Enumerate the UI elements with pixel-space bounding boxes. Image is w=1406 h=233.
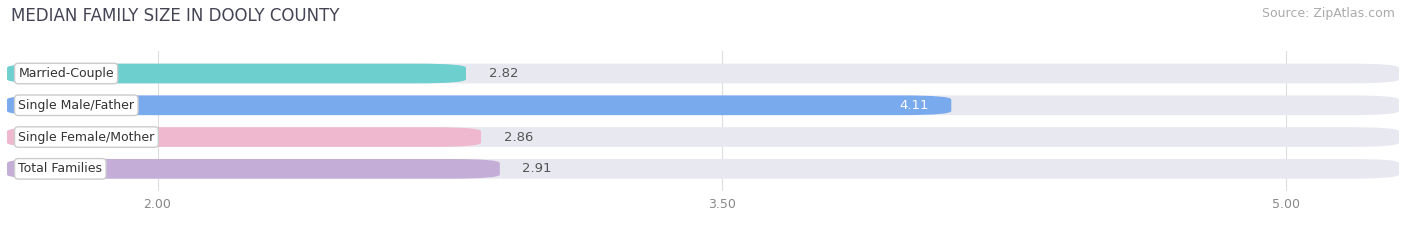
FancyBboxPatch shape (7, 64, 465, 83)
FancyBboxPatch shape (7, 96, 952, 115)
FancyBboxPatch shape (7, 159, 501, 179)
Text: Total Families: Total Families (18, 162, 103, 175)
FancyBboxPatch shape (7, 127, 481, 147)
Text: 2.86: 2.86 (503, 130, 533, 144)
Text: 2.91: 2.91 (523, 162, 553, 175)
FancyBboxPatch shape (7, 64, 1399, 83)
FancyBboxPatch shape (7, 159, 1399, 179)
Text: Source: ZipAtlas.com: Source: ZipAtlas.com (1261, 7, 1395, 20)
Text: MEDIAN FAMILY SIZE IN DOOLY COUNTY: MEDIAN FAMILY SIZE IN DOOLY COUNTY (11, 7, 340, 25)
Text: Single Male/Father: Single Male/Father (18, 99, 135, 112)
Text: Married-Couple: Married-Couple (18, 67, 114, 80)
Text: 2.82: 2.82 (488, 67, 517, 80)
Text: 4.11: 4.11 (900, 99, 929, 112)
FancyBboxPatch shape (7, 96, 1399, 115)
Text: Single Female/Mother: Single Female/Mother (18, 130, 155, 144)
FancyBboxPatch shape (7, 127, 1399, 147)
